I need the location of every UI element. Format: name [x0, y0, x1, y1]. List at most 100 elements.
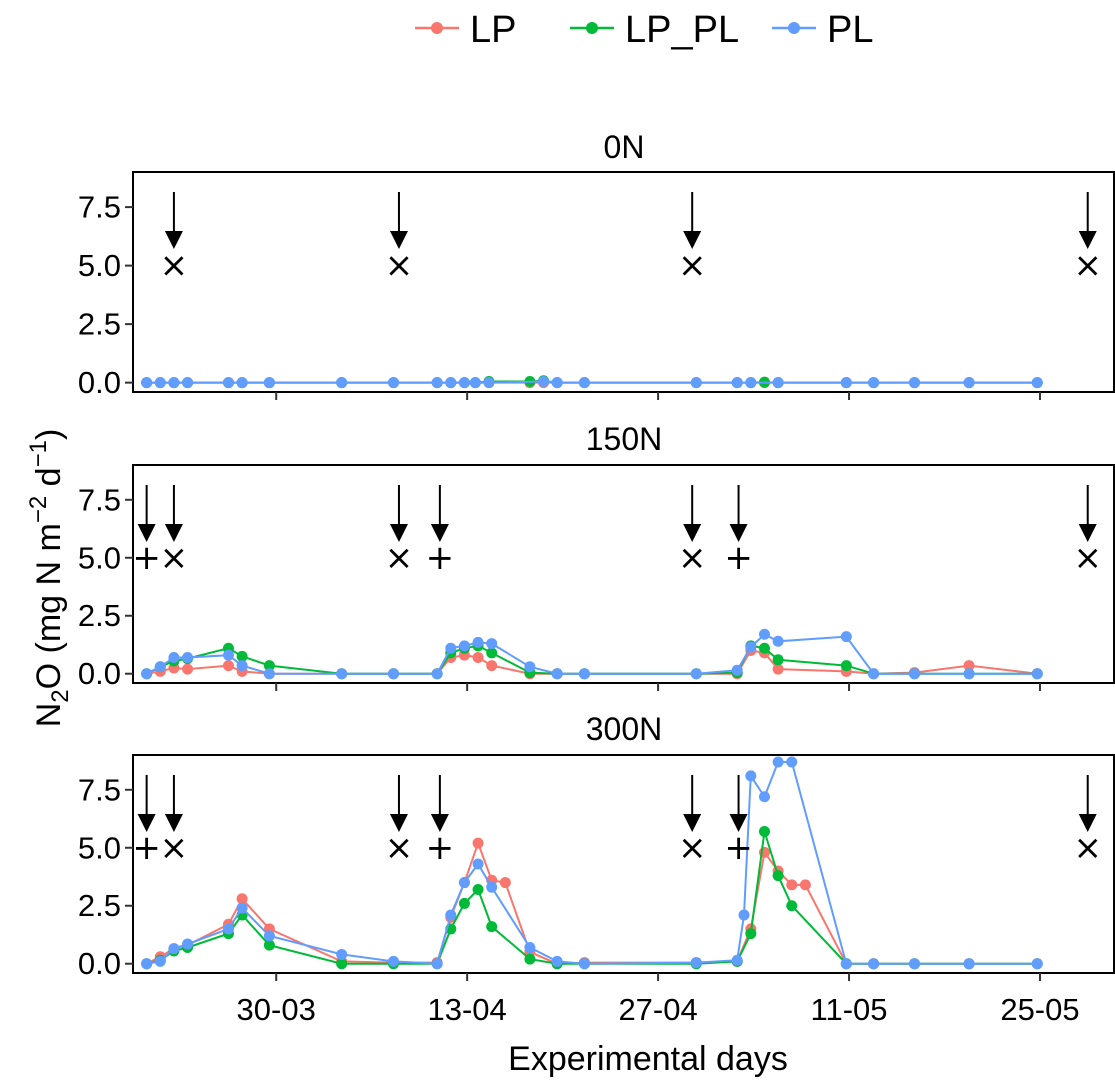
- data-point: [486, 881, 498, 893]
- event-marker: +: [724, 775, 753, 868]
- cross-marker: ×: [160, 246, 189, 286]
- panel-title: 300N: [586, 711, 663, 747]
- legend-key-dot: [431, 22, 443, 34]
- y-axis-title-mid2: d: [30, 467, 68, 495]
- event-marker: ×: [1073, 192, 1102, 286]
- legend: LP LP_PL PL: [415, 9, 873, 51]
- x-tick-label: 27-04: [618, 992, 697, 1027]
- cross-marker: ×: [385, 246, 414, 286]
- cross-marker: ×: [678, 828, 707, 868]
- data-point: [786, 900, 798, 912]
- y-tick-label: 0.0: [78, 365, 121, 400]
- data-point: [486, 647, 498, 659]
- data-point: [154, 377, 166, 389]
- data-point: [431, 377, 443, 389]
- plus-marker: +: [132, 828, 161, 868]
- event-marker: ×: [385, 775, 414, 868]
- data-point: [431, 958, 443, 970]
- x-tick-label: 25-05: [1000, 992, 1079, 1027]
- data-point: [758, 642, 770, 654]
- legend-entry-lp: LP: [415, 9, 516, 51]
- panel-frame: [132, 464, 1115, 684]
- y-tick-label: 7.5: [78, 482, 121, 517]
- series-group: [141, 756, 1043, 970]
- data-point: [458, 640, 470, 652]
- data-point: [690, 668, 702, 680]
- data-point: [1031, 668, 1043, 680]
- data-point: [738, 909, 750, 921]
- plus-marker: +: [426, 828, 455, 868]
- series-pl: [141, 628, 1043, 680]
- cross-marker: ×: [160, 828, 189, 868]
- cross-marker: ×: [385, 828, 414, 868]
- data-point: [690, 377, 702, 389]
- event-marker: ×: [678, 775, 707, 868]
- data-point: [236, 902, 248, 914]
- data-point: [486, 921, 498, 933]
- data-point: [472, 651, 484, 663]
- data-point: [578, 958, 590, 970]
- event-marker: ×: [385, 192, 414, 286]
- cross-marker: ×: [385, 538, 414, 578]
- data-point: [840, 631, 852, 643]
- data-point: [551, 955, 563, 967]
- data-point: [182, 663, 194, 675]
- y-axis-title-end: ): [30, 429, 68, 440]
- y-tick-label: 7.5: [78, 190, 121, 225]
- arrow-down-icon: [389, 231, 408, 249]
- data-point: [236, 660, 248, 672]
- data-point: [445, 909, 457, 921]
- y-tick-label: 7.5: [78, 772, 121, 807]
- panel-frame: [132, 754, 1115, 974]
- data-point: [963, 660, 975, 672]
- arrow-down-icon: [683, 814, 702, 832]
- data-point: [222, 923, 234, 935]
- legend-label: LP_PL: [625, 9, 739, 51]
- data-point: [745, 641, 757, 653]
- data-point: [745, 928, 757, 940]
- data-point: [431, 668, 443, 680]
- y-tick-label: 5.0: [78, 540, 121, 575]
- data-point: [909, 668, 921, 680]
- data-point: [458, 877, 470, 889]
- data-point: [909, 377, 921, 389]
- data-point: [551, 668, 563, 680]
- data-point: [154, 661, 166, 673]
- data-point: [868, 377, 880, 389]
- data-point: [236, 893, 248, 905]
- series-group: [141, 628, 1043, 680]
- data-point: [578, 668, 590, 680]
- x-tick-label: 13-04: [428, 992, 507, 1027]
- data-point: [1031, 377, 1043, 389]
- arrow-down-icon: [137, 524, 156, 542]
- y-axis-title-mid: O (mg N m: [30, 523, 68, 689]
- data-point: [336, 958, 348, 970]
- data-point: [445, 377, 457, 389]
- arrow-down-icon: [1078, 814, 1097, 832]
- event-marker: ×: [1073, 485, 1102, 578]
- data-point: [772, 663, 784, 675]
- arrow-down-icon: [683, 231, 702, 249]
- data-point: [772, 635, 784, 647]
- data-point: [868, 668, 880, 680]
- panel-title: 0N: [604, 129, 645, 165]
- cross-marker: ×: [1073, 246, 1102, 286]
- data-point: [222, 377, 234, 389]
- data-point: [840, 958, 852, 970]
- arrow-down-icon: [1078, 231, 1097, 249]
- data-point: [1031, 958, 1043, 970]
- event-marker: ×: [1073, 775, 1102, 868]
- data-point: [263, 377, 275, 389]
- x-axis-title: Experimental days: [508, 1040, 788, 1078]
- data-point: [472, 636, 484, 648]
- data-point: [263, 660, 275, 672]
- data-point: [731, 954, 743, 966]
- data-point: [758, 791, 770, 803]
- data-point: [786, 879, 798, 891]
- data-point: [472, 884, 484, 896]
- data-point: [524, 941, 536, 953]
